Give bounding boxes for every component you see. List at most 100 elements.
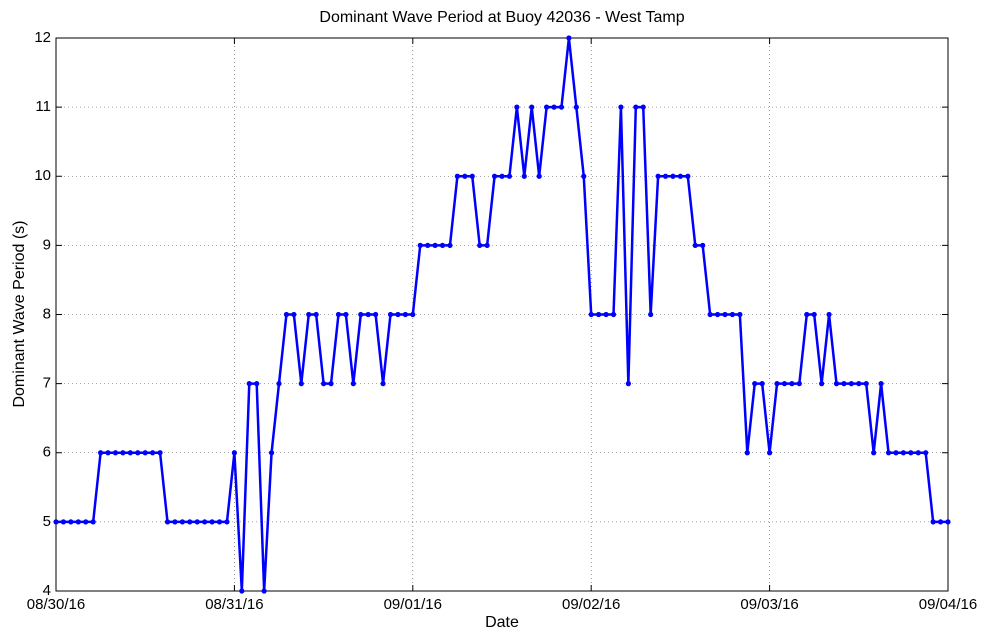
data-point [179, 519, 185, 525]
data-point [581, 173, 587, 179]
data-point [900, 450, 907, 456]
data-point [484, 242, 490, 248]
data-point [254, 381, 260, 387]
data-point [804, 311, 810, 318]
data-point [402, 311, 408, 318]
data-point [863, 381, 869, 387]
data-point [596, 311, 602, 318]
data-point [781, 381, 788, 387]
data-point [796, 381, 802, 387]
data-point [231, 450, 237, 456]
data-point [60, 519, 67, 525]
data-point [216, 519, 223, 525]
data-point [75, 519, 81, 525]
data-point [529, 104, 535, 110]
data-point [135, 450, 141, 456]
data-point [692, 242, 698, 248]
data-point [544, 104, 550, 110]
data-point [908, 450, 914, 456]
data-point [714, 311, 721, 318]
data-point [566, 35, 572, 41]
data-point [737, 311, 743, 318]
data-point [625, 381, 631, 387]
data-point [744, 450, 750, 456]
data-point [313, 311, 319, 318]
data-point [395, 311, 401, 318]
data-point [120, 450, 126, 456]
data-point [261, 588, 267, 594]
chart-title: Dominant Wave Period at Buoy 42036 - Wes… [319, 9, 684, 26]
data-point [536, 173, 542, 179]
data-point [187, 519, 193, 525]
y-tick-label: 8 [43, 305, 51, 322]
data-point [477, 242, 483, 248]
data-point [380, 381, 386, 387]
data-point [194, 519, 200, 525]
data-point [358, 311, 364, 318]
data-point [105, 450, 111, 456]
data-point [98, 450, 104, 456]
data-point [387, 311, 394, 318]
data-point [603, 311, 609, 318]
data-point [618, 104, 624, 110]
data-point [343, 311, 349, 318]
x-tick-label: 09/03/16 [740, 596, 798, 613]
data-point [573, 104, 579, 110]
plot-frame [55, 37, 949, 592]
data-point [246, 381, 252, 387]
data-point [224, 519, 230, 525]
data-point [499, 173, 505, 179]
data-point [752, 381, 758, 387]
data-point [157, 450, 163, 456]
data-point [856, 381, 862, 387]
data-point [335, 311, 342, 318]
data-point [670, 173, 676, 179]
data-point [350, 381, 356, 387]
data-point [558, 104, 565, 110]
data-point [127, 450, 133, 456]
data-point [588, 311, 594, 318]
data-point [491, 173, 498, 179]
data-point [432, 242, 438, 248]
data-point [306, 311, 312, 318]
data-point [150, 450, 156, 456]
y-tick-label: 10 [34, 167, 51, 184]
x-tick-label: 09/02/16 [562, 596, 620, 613]
data-point [915, 450, 921, 456]
data-point [83, 519, 89, 525]
data-point [685, 173, 691, 179]
data-point [610, 311, 617, 318]
data-point [677, 173, 684, 179]
data-point [811, 311, 817, 318]
data-point [202, 519, 208, 525]
data-point [454, 173, 460, 179]
data-point [462, 173, 468, 179]
data-point [648, 311, 654, 318]
data-point [700, 242, 706, 248]
x-axis-label: Date [485, 614, 519, 631]
data-point [506, 173, 513, 179]
data-point [417, 242, 423, 248]
data-point [848, 381, 854, 387]
x-tick-label: 09/04/16 [919, 596, 977, 613]
data-point [655, 173, 661, 179]
data-point [425, 242, 431, 248]
data-point [365, 311, 371, 318]
data-point [729, 311, 736, 318]
data-point [937, 519, 944, 525]
data-point [112, 450, 119, 456]
data-point [142, 450, 148, 456]
data-point [164, 519, 171, 525]
data-point [291, 311, 297, 318]
data-point [283, 311, 290, 318]
data-point [767, 450, 773, 456]
x-tick-label: 09/01/16 [384, 596, 442, 613]
y-tick-label: 5 [43, 513, 51, 530]
x-tick-label: 08/31/16 [205, 596, 263, 613]
data-point [172, 519, 178, 525]
data-point [640, 104, 646, 110]
y-tick-label: 4 [43, 582, 51, 599]
data-point [893, 450, 899, 456]
data-point [633, 104, 639, 110]
